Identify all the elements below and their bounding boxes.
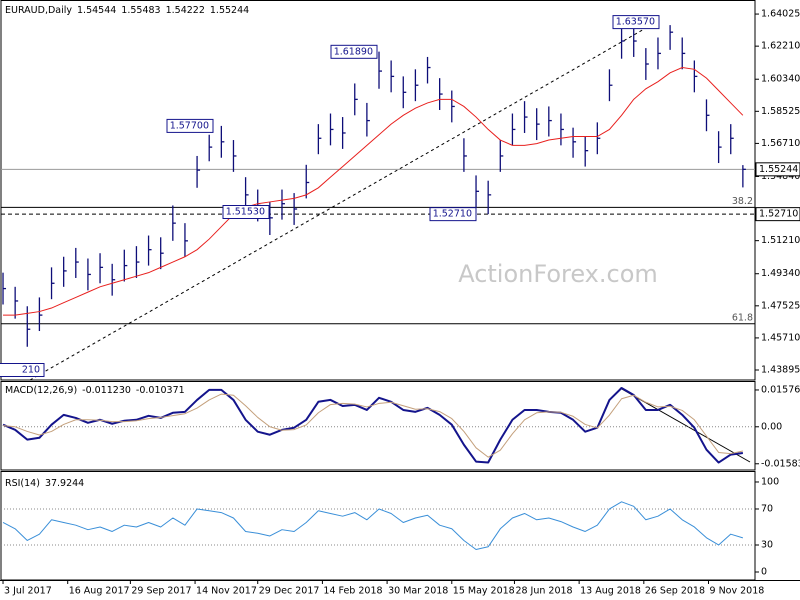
x-tick-label: 15 May 2018: [453, 586, 515, 597]
readout-value: 1.55244: [210, 5, 249, 16]
x-tick-label: 13 Aug 2018: [580, 586, 641, 597]
y-tick-label: 1.60340: [761, 74, 800, 85]
y-tick-label: 1.56710: [761, 138, 800, 149]
y-tick-label: 0: [761, 566, 767, 577]
y-tick-label: 1.45710: [761, 332, 800, 343]
annotation-box: [166, 118, 214, 133]
x-tick-label: 29 Sep 2017: [131, 586, 191, 597]
level-box: [755, 162, 800, 177]
y-tick-label: 0.015762: [761, 384, 800, 395]
x-tick-label: 30 Mar 2018: [388, 586, 448, 597]
y-tick-label: 30: [761, 539, 773, 550]
readout-value: -0.011230: [82, 385, 131, 396]
panel-frame: [0, 381, 756, 471]
indicator-line: [2, 501, 744, 550]
annotation-label: 1.52710: [433, 209, 472, 220]
fib-label: 38.2: [732, 196, 753, 207]
readout-value: 1.54544: [77, 5, 116, 16]
level-label: 1.55244: [759, 164, 798, 175]
annotation-label: 1.61890: [334, 46, 373, 57]
indicator-line: [2, 393, 743, 458]
readout-value: 1.55483: [121, 5, 160, 16]
annotation-box: [330, 44, 378, 59]
indicator-name: MACD(12,26,9): [5, 385, 77, 396]
panel-title: EURAUD,Daily 1.54544 1.55483 1.54222 1.55244: [5, 5, 249, 16]
y-tick-label: 1.43895: [761, 365, 800, 376]
x-tick-label: 14 Feb 2018: [323, 586, 382, 597]
panel-frame: [0, 0, 756, 381]
y-tick-label: 1.54840: [761, 171, 800, 182]
level-label: 1.52710: [759, 209, 798, 220]
x-tick-label: 29 Dec 2017: [259, 586, 320, 597]
y-tick-label: 1.58525: [761, 106, 800, 117]
fib-label: 61.8: [732, 312, 753, 323]
y-tick-label: 1.64025: [761, 9, 800, 20]
annotation-box: [612, 15, 660, 30]
indicator-line: [2, 387, 743, 464]
y-tick-label: 70: [761, 503, 773, 514]
x-tick-label: 14 Nov 2017: [196, 586, 257, 597]
panel-title: MACD(12,26,9) -0.011230 -0.010371: [5, 385, 185, 396]
y-tick-label: 0.00: [761, 421, 782, 432]
annotation-label: 1.57700: [170, 120, 209, 131]
annotation-box: [429, 207, 477, 222]
moving-average: [3, 67, 744, 316]
level-box: [755, 207, 800, 222]
x-tick-label: 9 Nov 2018: [710, 586, 765, 597]
x-tick-label: 26 Sep 2018: [645, 586, 705, 597]
readout-value: 1.54222: [166, 5, 205, 16]
x-tick-label: 28 Jun 2018: [515, 586, 572, 597]
y-tick-label: -0.015834: [761, 458, 800, 469]
readout-value: 37.9244: [45, 478, 84, 489]
y-tick-label: 1.51210: [761, 235, 800, 246]
watermark: ActionForex.com: [458, 260, 658, 288]
panel-title: RSI(14) 37.9244: [5, 478, 84, 489]
y-tick-label: 1.47525: [761, 300, 800, 311]
y-tick-label: 1.62210: [761, 41, 800, 52]
annotation-box: [0, 363, 45, 377]
y-tick-label: 100: [761, 476, 779, 487]
x-tick-label: 16 Aug 2017: [69, 586, 130, 597]
readout-value: -0.010371: [136, 385, 185, 396]
annotation-label: 210: [22, 365, 40, 376]
trend-line: [29, 19, 661, 381]
y-tick-label: 1.49340: [761, 268, 800, 279]
indicator-name: RSI(14): [5, 478, 40, 489]
annotation-label: 1.51530: [226, 207, 265, 218]
annotation-label: 1.63570: [616, 17, 655, 28]
indicator-name: EURAUD,Daily: [5, 5, 72, 16]
annotation-box: [222, 205, 270, 220]
x-tick-label: 3 Jul 2017: [4, 586, 52, 597]
